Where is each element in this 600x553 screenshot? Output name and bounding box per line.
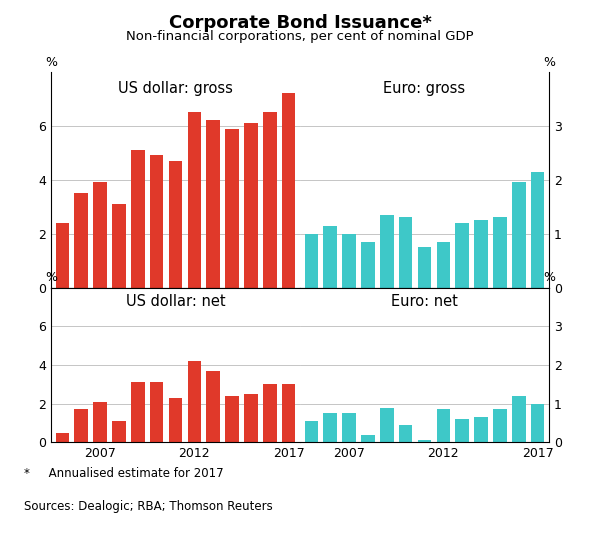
Bar [475,220,488,288]
Text: Sources: Dealogic; RBA; Thomson Reuters: Sources: Dealogic; RBA; Thomson Reuters [24,500,273,514]
Bar [131,383,145,442]
Text: %: % [45,56,57,69]
Bar [361,435,374,442]
Bar [305,233,318,288]
Bar [305,421,318,442]
Bar [112,421,126,442]
Text: US dollar: gross: US dollar: gross [118,81,233,96]
Bar [380,408,394,442]
Bar [512,182,526,288]
Bar [342,414,356,442]
Bar [56,432,69,442]
Bar [188,112,201,288]
Text: Corporate Bond Issuance*: Corporate Bond Issuance* [169,14,431,32]
Bar [93,401,107,442]
Text: %: % [45,272,57,284]
Text: *     Annualised estimate for 2017: * Annualised estimate for 2017 [24,467,224,481]
Bar [455,223,469,288]
Text: %: % [543,56,555,69]
Bar [282,384,295,442]
Bar [169,161,182,288]
Text: %: % [543,272,555,284]
Bar [188,361,201,442]
Bar [206,371,220,442]
Bar [512,396,526,442]
Bar [74,193,88,288]
Bar [93,182,107,288]
Text: Non-financial corporations, per cent of nominal GDP: Non-financial corporations, per cent of … [126,30,474,44]
Bar [418,440,431,442]
Bar [323,414,337,442]
Bar [131,150,145,288]
Bar [150,155,163,288]
Text: US dollar: net: US dollar: net [125,294,226,309]
Bar [150,383,163,442]
Bar [263,384,277,442]
Text: Euro: net: Euro: net [391,294,458,309]
Text: Euro: gross: Euro: gross [383,81,466,96]
Bar [342,233,356,288]
Bar [399,425,412,442]
Bar [226,128,239,288]
Bar [455,419,469,442]
Bar [282,93,295,288]
Bar [263,112,277,288]
Bar [361,242,374,288]
Bar [475,417,488,442]
Bar [531,404,544,442]
Bar [169,398,182,442]
Bar [437,242,450,288]
Bar [74,409,88,442]
Bar [323,226,337,288]
Bar [531,171,544,288]
Bar [244,123,258,288]
Bar [418,247,431,288]
Bar [399,217,412,288]
Bar [226,396,239,442]
Bar [244,394,258,442]
Bar [112,204,126,288]
Bar [493,217,507,288]
Bar [380,215,394,288]
Bar [493,409,507,442]
Bar [56,223,69,288]
Bar [437,409,450,442]
Bar [206,121,220,288]
